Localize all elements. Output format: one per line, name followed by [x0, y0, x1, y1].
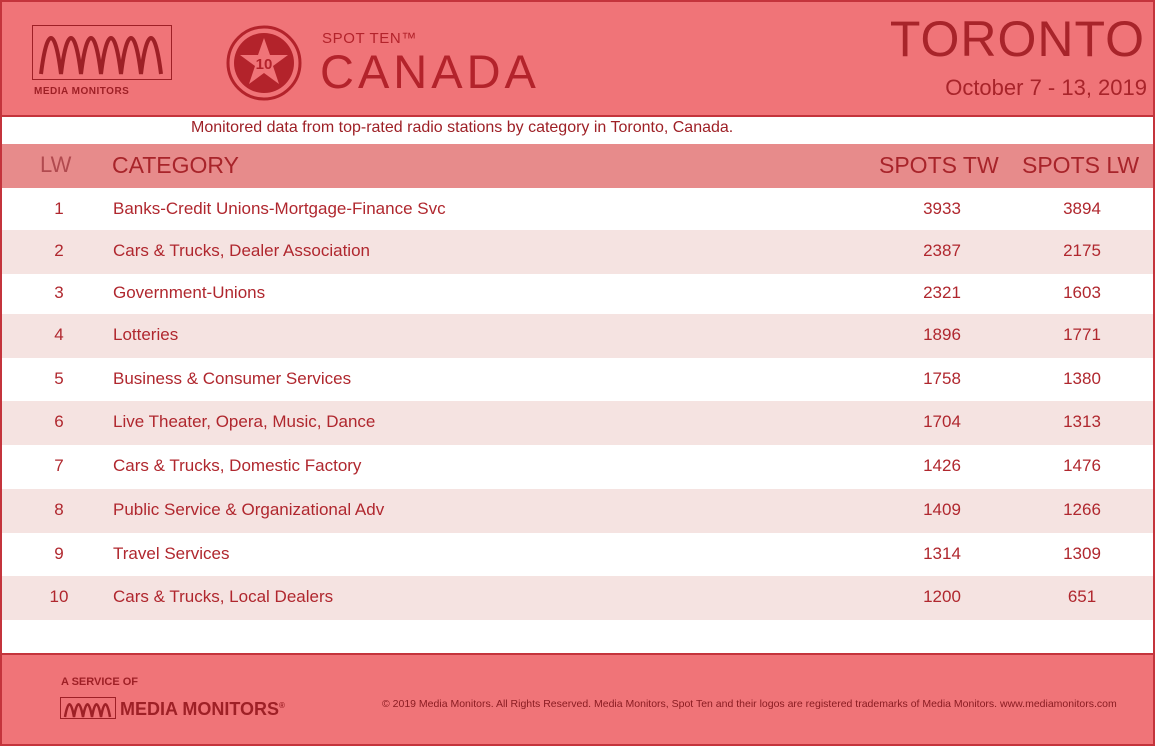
rank-cell: 5 — [54, 369, 64, 388]
registered-mark: ® — [279, 701, 285, 710]
spots-tw-cell: 2321 — [923, 283, 961, 302]
media-monitors-logo: MEDIA MONITORS — [32, 25, 174, 97]
spots-tw-cell: 1200 — [923, 587, 961, 606]
waveform-icon — [32, 25, 172, 80]
table-row: 5 Business & Consumer Services 1758 1380 — [2, 358, 1153, 402]
footer-media-monitors-logo: MEDIA MONITORS® — [60, 697, 310, 723]
table-row: 3 Government-Unions 2321 1603 — [2, 272, 1153, 316]
category-cell: Travel Services — [113, 544, 230, 563]
spot-ten-star-icon: 10 — [225, 24, 303, 102]
spots-tw-cell: 1704 — [923, 412, 961, 431]
table-row: 1 Banks-Credit Unions-Mortgage-Finance S… — [2, 188, 1153, 232]
table-row: 9 Travel Services 1314 1309 — [2, 533, 1153, 577]
spots-tw-cell: 3933 — [923, 199, 961, 218]
category-cell: Public Service & Organizational Adv — [113, 500, 385, 519]
table-row: 6 Live Theater, Opera, Music, Dance 1704… — [2, 401, 1153, 445]
category-cell: Cars & Trucks, Domestic Factory — [113, 456, 362, 475]
spots-lw-cell: 2175 — [1063, 241, 1101, 260]
category-cell: Cars & Trucks, Dealer Association — [113, 241, 370, 260]
spots-lw-cell: 1771 — [1063, 325, 1101, 344]
column-header-spots-tw: SPOTS TW — [879, 152, 999, 178]
table-row: 8 Public Service & Organizational Adv 14… — [2, 489, 1153, 533]
spots-lw-cell: 1309 — [1063, 544, 1101, 563]
spots-lw-cell: 1380 — [1063, 369, 1101, 388]
badge-number: 10 — [256, 56, 273, 73]
date-range: October 7 - 13, 2019 — [945, 75, 1147, 100]
spots-tw-cell: 1896 — [923, 325, 961, 344]
rank-cell: 3 — [54, 283, 64, 302]
category-cell: Live Theater, Opera, Music, Dance — [113, 412, 376, 431]
spots-lw-cell: 651 — [1067, 587, 1097, 606]
subtitle: Monitored data from top-rated radio stat… — [191, 119, 734, 136]
copyright-notice: © 2019 Media Monitors. All Rights Reserv… — [382, 698, 1117, 710]
spots-lw-cell: 1313 — [1063, 412, 1101, 431]
footer-logo-text: MEDIA MONITORS® — [120, 699, 285, 719]
column-header-lw: LW — [40, 152, 72, 177]
spots-lw-cell: 1476 — [1063, 456, 1101, 475]
spots-tw-cell: 1314 — [923, 544, 961, 563]
table-header: LW CATEGORY SPOTS TW SPOTS LW — [2, 144, 1153, 188]
service-of-label: A SERVICE OF — [61, 676, 139, 688]
column-header-category: CATEGORY — [112, 152, 239, 178]
spots-tw-cell: 2387 — [923, 241, 961, 260]
table-row: 7 Cars & Trucks, Domestic Factory 1426 1… — [2, 445, 1153, 489]
rank-cell: 6 — [54, 412, 64, 431]
category-cell: Government-Unions — [113, 283, 266, 302]
rank-cell: 2 — [54, 241, 64, 260]
spots-tw-cell: 1758 — [923, 369, 961, 388]
spots-tw-cell: 1409 — [923, 500, 961, 519]
city-title: TORONTO — [889, 11, 1145, 67]
spots-lw-cell: 3894 — [1063, 199, 1101, 218]
header-banner: MEDIA MONITORS 10 SPOT TEN™ CANADA TORON… — [2, 2, 1153, 117]
spot-ten-label: SPOT TEN™ — [322, 30, 417, 47]
category-cell: Banks-Credit Unions-Mortgage-Finance Svc — [113, 199, 446, 218]
category-cell: Lotteries — [113, 325, 179, 344]
table-row: 10 Cars & Trucks, Local Dealers 1200 651 — [2, 576, 1153, 620]
spots-tw-cell: 1426 — [923, 456, 961, 475]
rank-cell: 7 — [54, 456, 64, 475]
rank-cell: 1 — [54, 199, 64, 218]
rank-cell: 9 — [54, 544, 64, 563]
table-row: 2 Cars & Trucks, Dealer Association 2387… — [2, 230, 1153, 274]
waveform-icon — [60, 697, 116, 719]
category-cell: Cars & Trucks, Local Dealers — [113, 587, 334, 606]
table-row: 4 Lotteries 1896 1771 — [2, 314, 1153, 358]
country-title: CANADA — [320, 45, 540, 98]
logo-text: MEDIA MONITORS — [34, 86, 130, 97]
category-cell: Business & Consumer Services — [113, 369, 352, 388]
column-header-spots-lw: SPOTS LW — [1022, 152, 1140, 178]
rank-cell: 10 — [49, 587, 69, 606]
rank-cell: 4 — [54, 325, 64, 344]
spots-lw-cell: 1603 — [1063, 283, 1101, 302]
footer-banner: A SERVICE OF MEDIA MONITORS® © 2019 Medi… — [2, 653, 1153, 744]
rank-cell: 8 — [54, 500, 64, 519]
spots-lw-cell: 1266 — [1063, 500, 1101, 519]
